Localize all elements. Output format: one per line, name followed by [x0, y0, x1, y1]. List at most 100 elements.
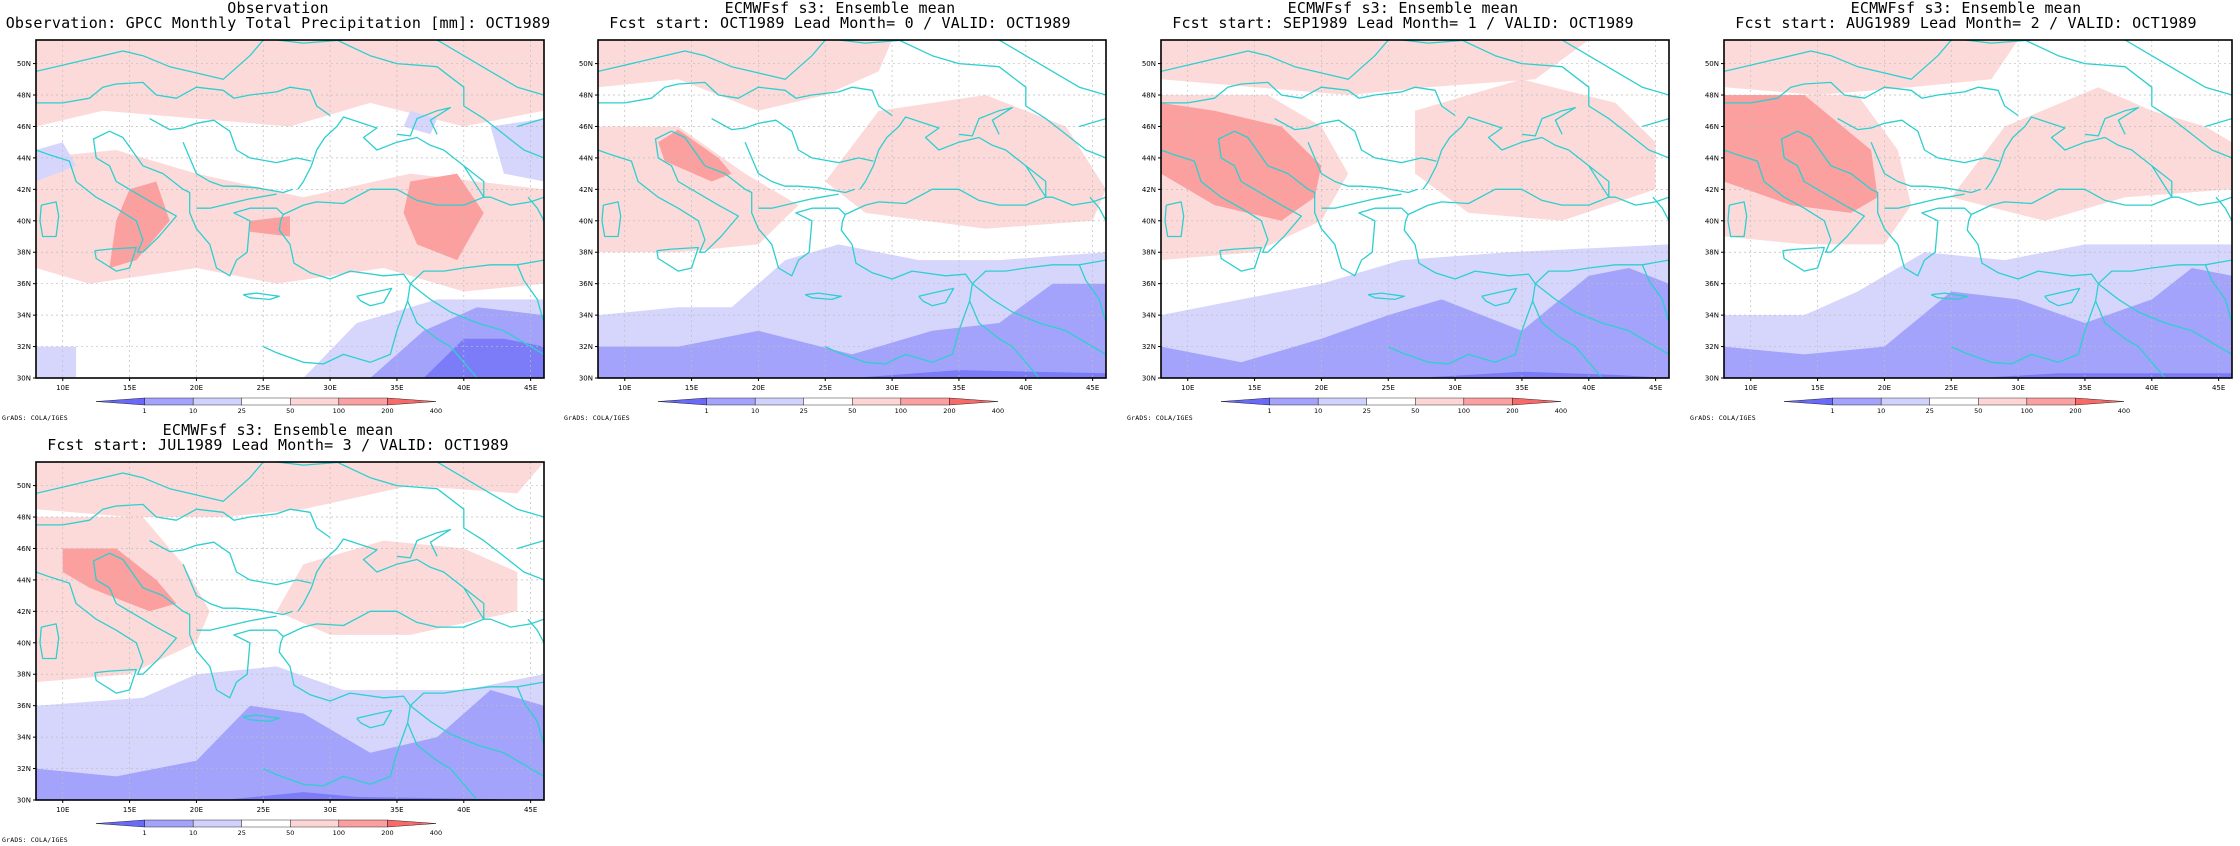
coastline	[845, 116, 1047, 216]
lat-tick-label: 40N	[17, 639, 31, 647]
coastline	[356, 287, 393, 307]
colorbar-swatch	[387, 819, 437, 828]
coastline	[36, 552, 178, 675]
coastline	[1724, 130, 1866, 253]
lon-tick-label: 20E	[190, 806, 203, 814]
colorbar-label: 400	[2118, 407, 2130, 415]
lat-tick-label: 40N	[579, 217, 593, 225]
lat-tick-label: 36N	[1705, 280, 1719, 288]
colorbar-swatch	[338, 397, 388, 406]
lat-tick-label: 34N	[17, 734, 31, 742]
lon-tick-label: 10E	[1744, 384, 1757, 392]
panel-subtitle: Observation: GPCC Monthly Total Precipit…	[5, 14, 551, 32]
coastline	[1641, 264, 1669, 324]
plot-frame	[597, 39, 1107, 379]
lon-tick-label: 30E	[2011, 384, 2024, 392]
lon-tick-label: 20E	[752, 384, 765, 392]
lon-tick-label: 15E	[685, 384, 698, 392]
map-panel-lead-3: ECMWFsf s3: Ensemble mean Fcst start: JU…	[0, 422, 556, 846]
lat-tick-label: 44N	[579, 154, 593, 162]
coastline	[463, 165, 544, 206]
coastline	[1642, 117, 1669, 128]
coastline	[517, 117, 544, 128]
colorbar-label: 400	[430, 829, 442, 837]
lat-tick-label: 38N	[1142, 249, 1156, 257]
coastline	[276, 462, 344, 466]
colorbar-swatch	[1317, 397, 1367, 406]
lat-tick-label: 46N	[17, 545, 31, 553]
coastline	[407, 300, 478, 378]
lat-tick-label: 40N	[1705, 217, 1719, 225]
precip-region	[825, 95, 1106, 229]
coastline	[1561, 40, 1669, 96]
coastline	[276, 40, 344, 44]
lon-tick-label: 45E	[524, 384, 537, 392]
lon-tick-label: 25E	[819, 384, 832, 392]
colorbar-swatch	[338, 819, 388, 828]
grads-credit: GrADS: COLA/IGES	[2, 836, 68, 844]
lat-tick-label: 44N	[1142, 154, 1156, 162]
lat-tick-label: 32N	[1142, 343, 1156, 351]
colorbar-label: 400	[430, 407, 442, 415]
coastline	[1964, 40, 2032, 44]
colorbar-label: 50	[848, 407, 856, 415]
coastline	[1884, 193, 1965, 209]
grads-credit: GrADS: COLA/IGES	[1690, 414, 1756, 422]
lat-tick-label: 34N	[17, 312, 31, 320]
lon-tick-label: 15E	[1248, 384, 1261, 392]
map-panel-lead-2: ECMWFsf s3: Ensemble mean Fcst start: AU…	[1688, 0, 2240, 424]
coastline	[356, 709, 393, 729]
lat-tick-label: 50N	[579, 60, 593, 68]
coastline	[1481, 287, 1518, 307]
lon-tick-label: 10E	[1181, 384, 1194, 392]
coastline	[242, 714, 280, 723]
coastline	[94, 246, 137, 272]
precip-region	[62, 548, 177, 612]
coastline	[1588, 105, 1669, 159]
lat-tick-label: 50N	[1705, 60, 1719, 68]
colorbar-label: 1	[1831, 407, 1835, 415]
lat-tick-label: 34N	[1705, 312, 1719, 320]
map-panel-observation: Observation Observation: GPCC Monthly To…	[0, 0, 556, 424]
lon-tick-label: 25E	[257, 806, 270, 814]
lat-tick-label: 38N	[17, 671, 31, 679]
coastline	[396, 528, 452, 559]
lat-tick-label: 30N	[17, 797, 31, 805]
lon-tick-label: 40E	[2145, 384, 2158, 392]
colorbar-label: 25	[800, 407, 808, 415]
lat-tick-label: 30N	[1705, 375, 1719, 383]
colorbar-label: 25	[238, 829, 246, 837]
coastline	[671, 130, 973, 365]
colorbar-swatch	[1269, 397, 1319, 406]
lon-tick-label: 45E	[524, 806, 537, 814]
precip-region	[1161, 40, 1589, 95]
coastline	[918, 287, 955, 307]
colorbar-swatch	[706, 397, 756, 406]
coastline	[1652, 196, 1669, 222]
precip-region	[1161, 268, 1669, 378]
colorbar-swatch	[1832, 397, 1882, 406]
lat-tick-label: 46N	[1142, 123, 1156, 131]
plot-frame	[1160, 39, 1670, 379]
lat-tick-label: 38N	[1705, 249, 1719, 257]
colorbar-label: 100	[1458, 407, 1470, 415]
colorbar-swatch	[1220, 397, 1270, 406]
lat-tick-label: 32N	[1705, 343, 1719, 351]
lon-tick-label: 25E	[257, 384, 270, 392]
coastline	[1782, 246, 1825, 272]
coastline	[2124, 40, 2232, 96]
coastline	[1321, 193, 1402, 209]
lat-tick-label: 32N	[17, 343, 31, 351]
colorbar-swatch	[1512, 397, 1562, 406]
precipitation-map: 10E 15E 20E 25E 30E 35E 40E 45E 30N 32N 34N 36N 38N 4…	[17, 461, 545, 814]
precipitation-map: 10E 15E 20E 25E 30E 35E 40E 45E 30N 32N 34N 36N 38N 4…	[17, 39, 545, 392]
coastline	[1930, 292, 1968, 301]
coastline	[436, 462, 544, 518]
precip-region	[1978, 373, 2232, 378]
lon-tick-label: 10E	[56, 384, 69, 392]
coastline	[242, 292, 280, 301]
coastline	[463, 527, 544, 581]
precipitation-map: 10E 15E 20E 25E 30E 35E 40E 45E 30N 32N 34N 36N 38N 4…	[1142, 39, 1670, 392]
coastline	[36, 40, 264, 80]
panel-subtitle: Fcst start: OCT1989 Lead Month= 0 / VALI…	[609, 14, 1071, 32]
